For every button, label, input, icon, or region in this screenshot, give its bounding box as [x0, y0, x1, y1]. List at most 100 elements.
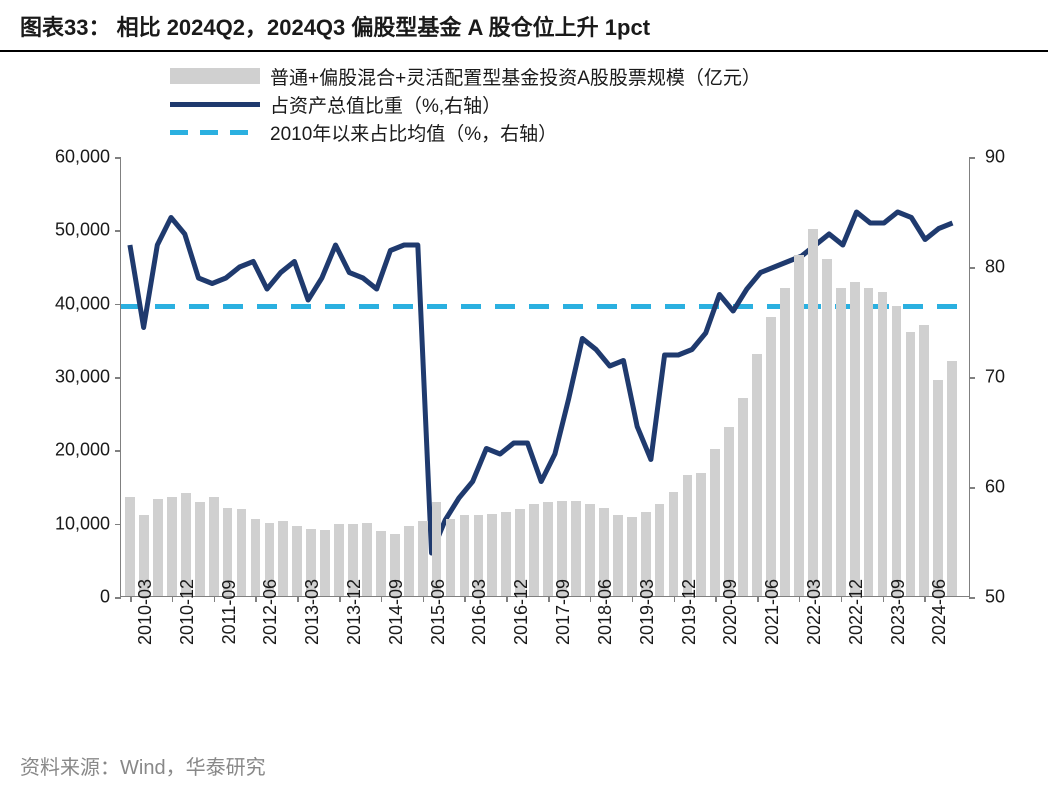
x-tick-label: 2010-12	[177, 579, 198, 645]
bar	[334, 524, 344, 596]
x-tick-label: 2020-09	[720, 579, 741, 645]
bar	[864, 288, 874, 596]
chart-title: 图表33： 相比 2024Q2，2024Q3 偏股型基金 A 股仓位上升 1pc…	[0, 0, 1048, 52]
tick-mark	[548, 596, 550, 602]
tick-mark	[757, 596, 759, 602]
tick-mark	[381, 596, 383, 602]
bar	[738, 398, 748, 596]
bar	[460, 515, 470, 596]
line-swatch	[170, 102, 260, 107]
y-right-tick-label: 70	[985, 367, 1025, 388]
x-tick-label: 2018-06	[595, 579, 616, 645]
tick-mark	[297, 596, 299, 602]
x-tick-label: 2022-12	[846, 579, 867, 645]
bar	[752, 354, 762, 596]
bar	[167, 497, 177, 596]
bar	[892, 306, 902, 596]
bar	[822, 259, 832, 596]
x-tick-label: 2016-12	[511, 579, 532, 645]
tick-mark	[255, 596, 257, 602]
x-tick-label: 2013-03	[302, 579, 323, 645]
legend-label-dash: 2010年以来占比均值（%，右轴）	[270, 119, 557, 146]
bar	[418, 521, 428, 596]
y-left-tick-label: 30,000	[20, 367, 110, 388]
x-tick-label: 2012-06	[260, 579, 281, 645]
tick-mark	[423, 596, 425, 602]
y-right-tick-label: 80	[985, 257, 1025, 278]
bar	[780, 288, 790, 596]
bar	[919, 325, 929, 596]
bar	[696, 473, 706, 596]
y-right-tick-label: 60	[985, 477, 1025, 498]
y-axis-right: 5060708090	[975, 157, 1025, 597]
bar	[251, 519, 261, 596]
x-tick-label: 2017-09	[553, 579, 574, 645]
dash-swatch	[170, 130, 260, 135]
tick-mark	[969, 487, 975, 489]
bar	[933, 380, 943, 596]
tick-mark	[115, 304, 121, 306]
x-tick-label: 2019-03	[637, 579, 658, 645]
legend: 普通+偏股混合+灵活配置型基金投资A股股票规模（亿元） 占资产总值比重（%,右轴…	[170, 62, 761, 146]
x-axis: 2010-032010-122011-092012-062013-032013-…	[120, 607, 970, 727]
x-tick-label: 2022-03	[804, 579, 825, 645]
x-tick-label: 2023-09	[888, 579, 909, 645]
bar	[585, 504, 595, 596]
bar	[836, 288, 846, 596]
y-left-tick-label: 10,000	[20, 513, 110, 534]
tick-mark	[130, 596, 132, 602]
tick-mark	[883, 596, 885, 602]
bar	[906, 332, 916, 596]
y-left-tick-label: 20,000	[20, 440, 110, 461]
tick-mark	[115, 597, 121, 599]
bar	[292, 526, 302, 596]
tick-mark	[172, 596, 174, 602]
bar	[808, 229, 818, 596]
bar	[125, 497, 135, 596]
tick-mark	[115, 450, 121, 452]
y-left-tick-label: 40,000	[20, 293, 110, 314]
source-text: 资料来源：Wind，华泰研究	[20, 751, 266, 780]
bar	[878, 292, 888, 596]
bar	[669, 492, 679, 596]
legend-label-bar: 普通+偏股混合+灵活配置型基金投资A股股票规模（亿元）	[270, 63, 761, 90]
legend-label-line: 占资产总值比重（%,右轴）	[270, 91, 501, 118]
bar	[209, 497, 219, 596]
y-left-tick-label: 0	[20, 587, 110, 608]
tick-mark	[214, 596, 216, 602]
tick-mark	[969, 377, 975, 379]
tick-mark	[969, 157, 975, 159]
tick-mark	[464, 596, 466, 602]
tick-mark	[841, 596, 843, 602]
bar	[627, 517, 637, 596]
tick-mark	[799, 596, 801, 602]
tick-mark	[715, 596, 717, 602]
tick-mark	[969, 597, 975, 599]
bar	[710, 449, 720, 596]
x-tick-label: 2010-03	[135, 579, 156, 645]
tick-mark	[339, 596, 341, 602]
plot-area	[120, 157, 970, 597]
x-tick-label: 2013-12	[344, 579, 365, 645]
y-left-tick-label: 60,000	[20, 147, 110, 168]
bar-swatch	[170, 68, 260, 84]
bar	[766, 317, 776, 596]
x-tick-label: 2019-12	[679, 579, 700, 645]
y-left-tick-label: 50,000	[20, 220, 110, 241]
bar	[501, 512, 511, 596]
bar	[376, 531, 386, 596]
tick-mark	[115, 230, 121, 232]
y-axis-left: 010,00020,00030,00040,00050,00060,000	[20, 157, 115, 597]
tick-mark	[590, 596, 592, 602]
y-right-tick-label: 50	[985, 587, 1025, 608]
x-tick-label: 2024-06	[929, 579, 950, 645]
bar	[947, 361, 957, 596]
tick-mark	[969, 267, 975, 269]
tick-mark	[632, 596, 634, 602]
bar	[850, 282, 860, 596]
tick-mark	[506, 596, 508, 602]
x-tick-label: 2011-09	[219, 580, 240, 645]
x-tick-label: 2015-06	[428, 579, 449, 645]
bar	[683, 475, 693, 596]
tick-mark	[115, 157, 121, 159]
